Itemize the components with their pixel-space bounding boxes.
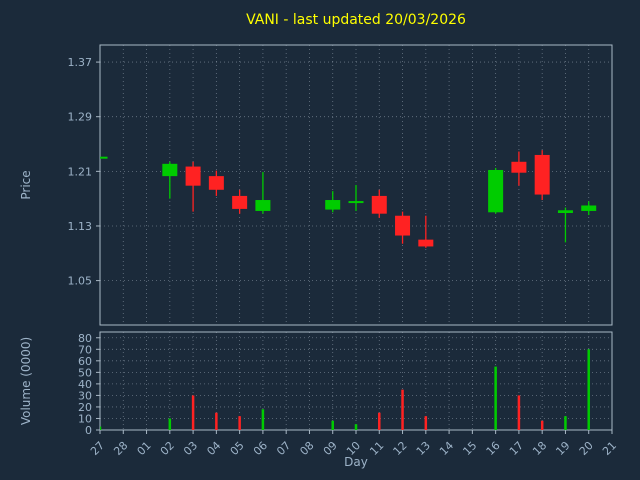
x-tick-label: 04 — [204, 439, 223, 458]
x-tick-label: 15 — [460, 439, 479, 458]
volume-bar — [494, 366, 497, 430]
x-tick-label: 11 — [367, 439, 386, 458]
x-tick-label: 28 — [111, 439, 130, 458]
x-tick-label: 13 — [414, 439, 433, 458]
price-tick-label: 1.29 — [68, 111, 93, 124]
x-tick-label: 02 — [158, 439, 177, 458]
volume-bar — [587, 349, 590, 430]
x-tick-label: 21 — [600, 439, 619, 458]
volume-tick-label: 70 — [78, 343, 92, 356]
volume-tick-label: 50 — [78, 366, 92, 379]
volume-bar — [100, 426, 102, 430]
x-tick-label: 16 — [484, 439, 503, 458]
candle-body — [488, 169, 504, 213]
x-axis-label: Day — [344, 455, 368, 469]
x-tick-label: 27 — [88, 439, 107, 458]
price-tick-label: 1.21 — [68, 165, 93, 178]
candle-body — [208, 176, 224, 190]
price-panel-frame — [99, 44, 613, 326]
volume-bar — [354, 424, 358, 430]
candle-body — [581, 205, 597, 211]
candle-body — [395, 215, 411, 236]
candle-body — [232, 195, 248, 209]
volume-tick-label: 30 — [78, 389, 92, 402]
volume-tick-label: 10 — [78, 412, 92, 425]
price-tick-label: 1.13 — [68, 220, 93, 233]
candle-body — [348, 201, 364, 204]
volume-bar — [517, 395, 521, 430]
x-tick-label: 03 — [181, 439, 200, 458]
candle-body — [100, 156, 108, 159]
x-tick-label: 10 — [344, 439, 363, 458]
x-tick-label: 06 — [251, 439, 270, 458]
price-tick-label: 1.05 — [68, 275, 93, 288]
volume-tick-label: 40 — [78, 378, 92, 391]
x-tick-label: 09 — [321, 439, 340, 458]
volume-tick-label: 20 — [78, 401, 92, 414]
x-tick-label: 17 — [507, 439, 526, 458]
volume-tick-label: 60 — [78, 355, 92, 368]
volume-bar — [424, 416, 428, 430]
x-tick-label: 07 — [274, 439, 293, 458]
x-tick-label: 05 — [228, 439, 247, 458]
x-tick-label: 01 — [135, 439, 154, 458]
volume-bar — [191, 395, 195, 430]
candle-body — [162, 163, 178, 177]
x-tick-label: 19 — [553, 439, 572, 458]
x-tick-label: 14 — [437, 439, 456, 458]
x-tick-label: 12 — [391, 439, 410, 458]
chart-title: VANI - last updated 20/03/2026 — [246, 12, 466, 28]
price-tick-label: 1.37 — [68, 56, 93, 69]
volume-bar — [168, 418, 172, 430]
x-tick-label: 08 — [297, 439, 316, 458]
volume-tick-label: 80 — [78, 332, 92, 345]
candle-body — [557, 210, 573, 213]
candle-body — [371, 195, 387, 214]
candle-body — [418, 239, 434, 247]
volume-bar — [238, 416, 241, 430]
volume-bar — [564, 416, 567, 430]
candle-body — [534, 154, 550, 195]
volume-bar — [331, 420, 334, 430]
volume-bar — [401, 389, 404, 430]
volume-bar — [378, 412, 381, 430]
volume-bar — [540, 420, 544, 430]
volume-tick-label: 0 — [85, 424, 92, 437]
x-tick-label: 18 — [530, 439, 549, 458]
candle-body — [255, 200, 271, 211]
candle-body — [511, 161, 527, 173]
volume-bar — [215, 412, 218, 430]
candle-body — [185, 166, 201, 186]
candle-body — [325, 200, 341, 210]
volume-bar — [261, 409, 265, 430]
x-tick-label: 20 — [577, 439, 596, 458]
